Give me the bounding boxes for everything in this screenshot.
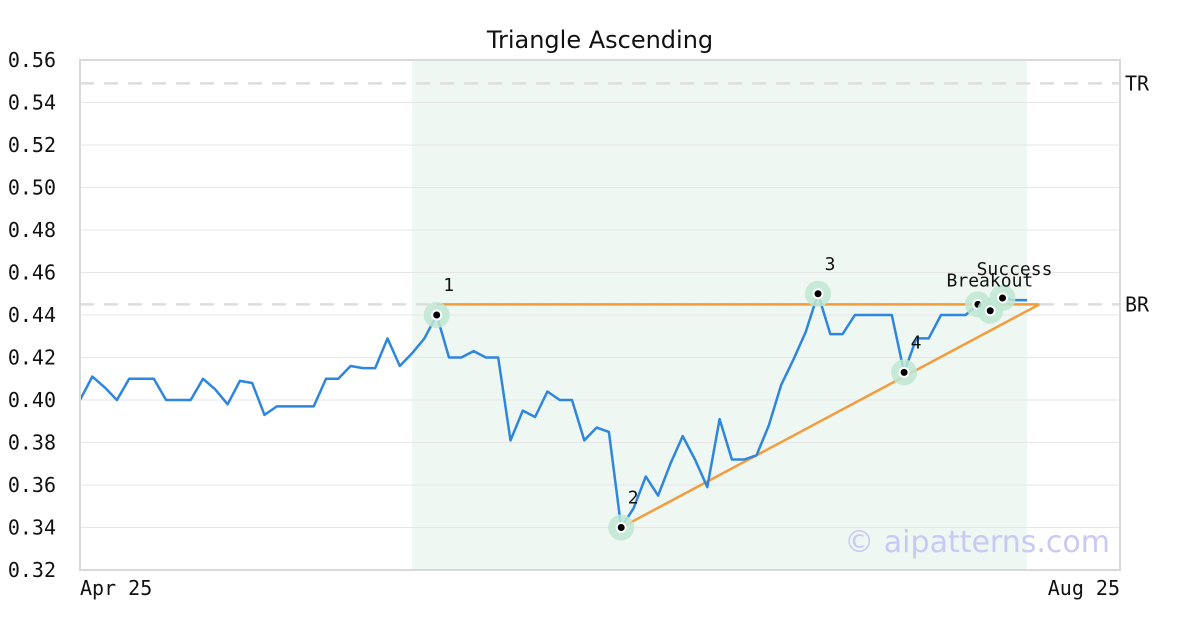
pivot-marker-dot bbox=[433, 311, 441, 319]
pivot-label-4: 4 bbox=[911, 332, 922, 353]
pivot-marker-dot bbox=[617, 524, 625, 531]
y-tick-label: 0.34 bbox=[8, 516, 56, 540]
pivot-marker-dot bbox=[814, 290, 822, 298]
plot-frame bbox=[79, 59, 1121, 571]
reference-label-br: BR bbox=[1125, 292, 1150, 316]
y-tick-label: 0.48 bbox=[8, 218, 56, 242]
y-tick-label: 0.54 bbox=[8, 91, 56, 115]
y-tick-label: 0.50 bbox=[8, 176, 56, 200]
trendline-support bbox=[620, 303, 1040, 529]
y-tick-label: 0.32 bbox=[8, 558, 56, 582]
x-tick-label: Aug 25 bbox=[1048, 576, 1120, 600]
price-series-layer bbox=[78, 292, 1028, 529]
pivot-marker-dot bbox=[986, 307, 994, 315]
x-tick-label: Apr 25 bbox=[80, 576, 152, 600]
pivot-label-breakout: Breakout bbox=[947, 270, 1034, 291]
chart-title: Triangle Ascending bbox=[486, 26, 713, 54]
pivot-label-1: 1 bbox=[443, 275, 454, 296]
y-tick-label: 0.44 bbox=[8, 303, 56, 327]
grid-layer bbox=[80, 59, 1120, 571]
reference-label-tr: TR bbox=[1125, 71, 1150, 95]
pivot-label-success: Success bbox=[977, 259, 1053, 280]
watermark: © aipatterns.com bbox=[844, 525, 1110, 560]
y-tick-label: 0.52 bbox=[8, 133, 56, 157]
y-tick-label: 0.46 bbox=[8, 261, 56, 285]
trendlines-layer bbox=[436, 303, 1040, 529]
pivot-marker-dot bbox=[999, 294, 1006, 302]
y-tick-label: 0.56 bbox=[8, 48, 56, 72]
y-tick-label: 0.42 bbox=[8, 346, 56, 370]
y-tick-label: 0.38 bbox=[8, 431, 56, 455]
pivot-label-2: 2 bbox=[628, 488, 639, 509]
pivot-label-3: 3 bbox=[825, 254, 836, 275]
pivot-marker-dot bbox=[900, 368, 908, 376]
axes-layer: 0.32 0.34 0.36 0.38 0.40 0.42 0.44 0.46 0.48 0.50… bbox=[8, 48, 1121, 600]
y-tick-label: 0.36 bbox=[8, 473, 56, 497]
price-line bbox=[78, 292, 1028, 529]
y-tick-label: 0.40 bbox=[8, 388, 56, 412]
